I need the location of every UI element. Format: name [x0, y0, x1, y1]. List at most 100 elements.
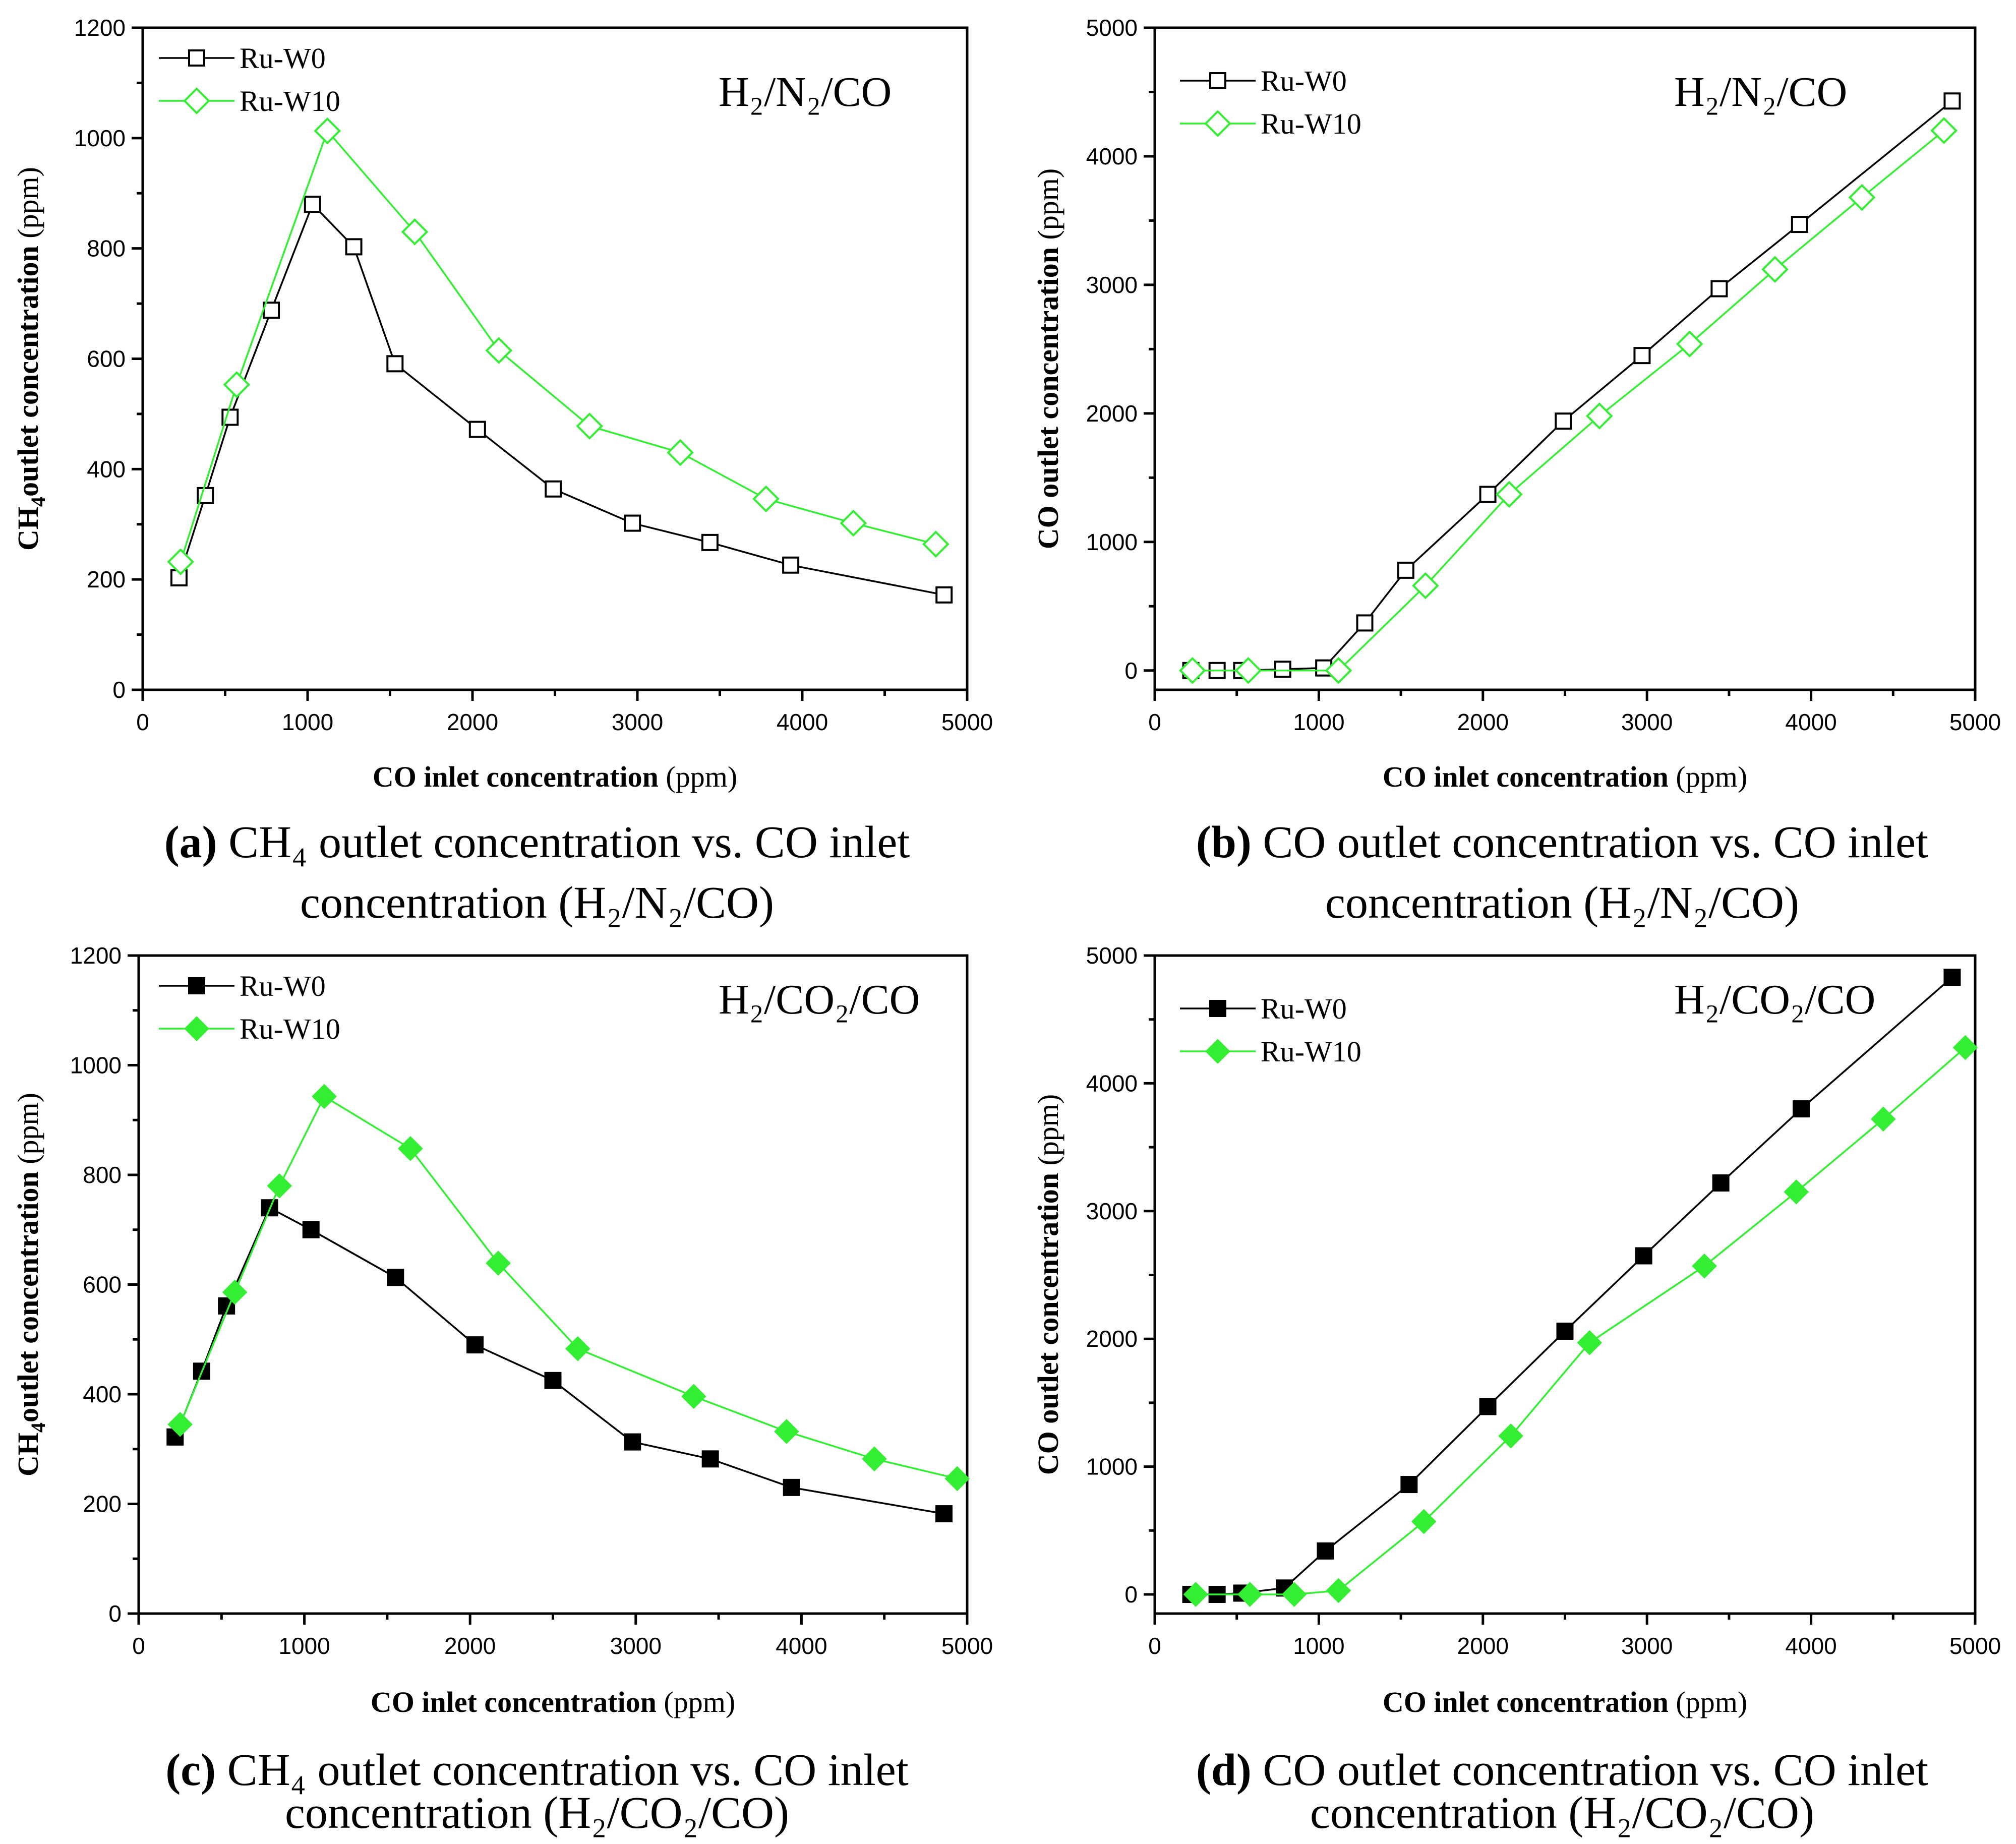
data-point — [1274, 661, 1291, 678]
series-ru-w10 — [1183, 1035, 1978, 1607]
data-point — [1281, 1582, 1307, 1607]
panel-caption-label: (b) — [1196, 817, 1252, 867]
data-point — [222, 1279, 248, 1305]
legend-entry: Ru-W10 — [1180, 107, 1361, 140]
x-axis-title-unit: (ppm) — [1669, 760, 1747, 793]
panel-caption-line1: (d) CO outlet concentration vs. CO inlet — [1196, 1745, 1928, 1795]
data-point — [782, 556, 800, 574]
panel-caption-line1: (b) CO outlet concentration vs. CO inlet — [1196, 817, 1928, 867]
data-point — [667, 439, 694, 466]
series-ru-w0 — [170, 196, 953, 604]
x-tick-label: 4000 — [1785, 1633, 1836, 1659]
data-point — [681, 1384, 706, 1409]
data-point — [223, 371, 251, 398]
x-tick-label: 5000 — [1949, 709, 2001, 735]
data-point — [1412, 572, 1439, 600]
x-tick-label: 3000 — [1621, 1633, 1673, 1659]
y-tick-label: 0 — [1124, 658, 1138, 684]
data-point — [1848, 184, 1876, 211]
y-axis-title-main: CH — [12, 507, 44, 551]
legend-label: Ru-W0 — [1261, 65, 1347, 97]
data-point — [1784, 1179, 1809, 1205]
data-point — [1479, 486, 1497, 503]
y-tick-label: 1000 — [70, 1052, 122, 1079]
y-tick-label: 800 — [83, 1162, 122, 1188]
panel-caption-text: CH₄ outlet concentration vs. CO inlet — [216, 1745, 909, 1795]
data-point — [302, 1221, 320, 1238]
legend-marker — [188, 977, 205, 994]
x-tick-label: 0 — [1148, 709, 1161, 735]
series-ru-w10 — [167, 1084, 970, 1492]
y-axis-title-main: CO outlet concentration — [1032, 1173, 1064, 1475]
y-tick-label: 1000 — [74, 125, 126, 151]
y-tick-label: 600 — [83, 1272, 122, 1298]
y-axis-title-unit: (ppm) — [1032, 168, 1064, 247]
x-tick-label: 4000 — [776, 1633, 827, 1659]
gas-mixture-label: H₂/CO₂/CO — [1674, 976, 1875, 1023]
x-tick-label: 0 — [132, 1633, 145, 1659]
data-point — [312, 1084, 337, 1109]
panel-caption-text: CH₄ outlet concentration vs. CO inlet — [217, 817, 910, 867]
legend-marker — [188, 49, 205, 67]
panel-caption-label: (c) — [165, 1745, 216, 1795]
data-point — [545, 480, 562, 498]
data-point — [544, 1372, 562, 1389]
y-tick-label: 4000 — [1086, 143, 1138, 169]
series-ru-w10 — [167, 117, 950, 575]
x-axis-title: CO inlet concentration (ppm) — [1383, 1686, 1747, 1718]
x-axis-title-main: CO inlet concentration — [371, 1686, 657, 1718]
y-axis-title-unit: (ppm) — [1032, 1094, 1064, 1173]
legend-marker — [1204, 110, 1231, 137]
data-point — [387, 1269, 404, 1286]
data-point — [862, 1446, 887, 1472]
series-line — [1191, 100, 1953, 672]
panel-caption-label: (a) — [164, 817, 217, 867]
y-tick-label: 200 — [83, 1491, 122, 1517]
data-point — [1556, 1322, 1574, 1340]
data-point — [314, 117, 341, 145]
y-axis-title-subscript: 4 — [27, 1422, 49, 1433]
chart-panel-d: 0 1000 2000 3000 4000 5000 0 1000 2000 3000 4000 50… — [1032, 942, 2001, 1838]
series-line — [1192, 130, 1945, 672]
y-axis-title-unit: (ppm) — [12, 167, 44, 246]
data-point — [1577, 1330, 1603, 1355]
y-tick-label: 0 — [108, 1600, 122, 1627]
panel-caption-text: CO outlet concentration vs. CO inlet — [1252, 1745, 1928, 1795]
legend-entry: Ru-W0 — [159, 970, 326, 1002]
data-point — [701, 533, 719, 551]
x-tick-label: 5000 — [1949, 1633, 2001, 1659]
y-axis-title-main: CH — [12, 1433, 44, 1476]
chart-panel-c: 0 1000 2000 3000 4000 5000 0 200 400 600 800 1000 12… — [12, 942, 993, 1838]
data-point — [1791, 216, 1808, 233]
data-point — [197, 487, 214, 504]
y-tick-label: 1200 — [70, 942, 122, 969]
y-tick-label: 2000 — [1086, 1326, 1138, 1352]
legend-marker — [1205, 1039, 1230, 1064]
panel-caption-line2: concentration (H₂/CO₂/CO) — [1310, 1788, 1814, 1838]
data-point — [1498, 1423, 1523, 1449]
data-point — [1676, 330, 1703, 358]
y-tick-label: 1000 — [1086, 529, 1138, 555]
x-axis-title-unit: (ppm) — [657, 1686, 735, 1718]
gas-mixture-label: H₂/N₂/CO — [1674, 69, 1847, 115]
x-tick-label: 2000 — [1457, 1633, 1509, 1659]
data-point — [1237, 1582, 1263, 1607]
data-point — [263, 302, 280, 319]
x-axis-title: CO inlet concentration (ppm) — [371, 1686, 735, 1718]
data-point — [701, 1450, 719, 1468]
x-axis-title: CO inlet concentration (ppm) — [373, 760, 737, 793]
x-tick-label: 1000 — [1293, 1633, 1344, 1659]
legend-label: Ru-W10 — [240, 85, 340, 117]
x-tick-label: 4000 — [1785, 709, 1836, 735]
x-axis-title-unit: (ppm) — [1669, 1686, 1747, 1718]
gas-mixture-label: H₂/CO₂/CO — [719, 976, 920, 1023]
y-tick-label: 4000 — [1086, 1070, 1138, 1096]
x-tick-label: 1000 — [278, 1633, 330, 1659]
legend-entry: Ru-W0 — [1180, 65, 1347, 97]
x-tick-label: 3000 — [1621, 709, 1673, 735]
x-axis-title-main: CO inlet concentration — [1383, 1686, 1669, 1718]
data-point — [1183, 1582, 1209, 1607]
data-point — [1411, 1509, 1437, 1534]
x-tick-label: 0 — [1148, 1633, 1161, 1659]
legend-label: Ru-W0 — [240, 970, 326, 1002]
